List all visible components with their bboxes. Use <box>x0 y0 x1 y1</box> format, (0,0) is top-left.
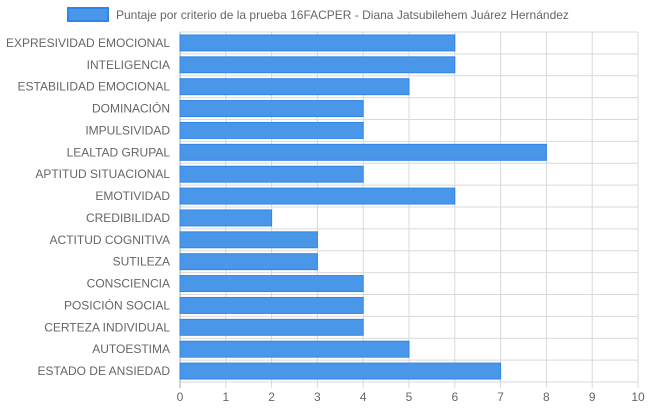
bar[interactable] <box>179 275 364 293</box>
x-tick-label: 0 <box>177 390 184 404</box>
bar[interactable] <box>179 296 364 314</box>
category-label: CREDIBILIDAD <box>86 211 170 225</box>
bar[interactable] <box>179 56 456 74</box>
x-tick-label: 1 <box>222 390 229 404</box>
x-tick-label: 4 <box>360 390 367 404</box>
bar[interactable] <box>179 209 273 227</box>
bar[interactable] <box>179 340 410 358</box>
legend[interactable]: Puntaje por criterio de la prueba 16FACP… <box>67 7 569 22</box>
x-tick-label: 7 <box>497 390 504 404</box>
category-label: ESTABILIDAD EMOCIONAL <box>18 80 171 94</box>
category-label: DOMINACIÓN <box>92 101 170 116</box>
category-label: ESTADO DE ANSIEDAD <box>38 364 171 378</box>
category-label: AUTOESTIMA <box>92 342 170 356</box>
x-tick-label: 2 <box>268 390 275 404</box>
bar[interactable] <box>179 121 364 139</box>
category-label: CONSCIENCIA <box>87 277 170 291</box>
category-label: CERTEZA INDIVIDUAL <box>44 320 170 334</box>
x-tick-label: 3 <box>314 390 321 404</box>
bar[interactable] <box>179 100 364 118</box>
category-label: INTELIGENCIA <box>87 58 170 72</box>
category-label: LEALTAD GRUPAL <box>67 145 171 159</box>
bar[interactable] <box>179 362 502 380</box>
bar[interactable] <box>179 78 410 96</box>
category-label: IMPULSIVIDAD <box>85 123 170 137</box>
category-labels: EXPRESIVIDAD EMOCIONAL INTELIGENCIA ESTABI… <box>6 36 170 378</box>
bar[interactable] <box>179 187 456 205</box>
x-tick-label: 5 <box>406 390 413 404</box>
bar[interactable] <box>179 253 318 271</box>
bar[interactable] <box>179 143 547 161</box>
category-label: POSICIÓN SOCIAL <box>64 297 170 312</box>
x-tick-label: 10 <box>631 390 645 404</box>
legend-swatch <box>67 7 109 22</box>
category-label: APTITUD SITUACIONAL <box>35 167 170 181</box>
bar[interactable] <box>179 34 456 52</box>
x-tick-label: 6 <box>451 390 458 404</box>
category-label: ACTITUD COGNITIVA <box>50 233 170 247</box>
bars <box>179 34 547 380</box>
x-axis-tick-labels: 0 1 2 3 4 5 6 7 8 9 10 <box>177 390 645 404</box>
bar[interactable] <box>179 231 318 249</box>
category-label: EMOTIVIDAD <box>95 189 170 203</box>
category-label: SUTILEZA <box>113 255 170 269</box>
legend-label: Puntaje por criterio de la prueba 16FACP… <box>116 8 569 22</box>
category-label: EXPRESIVIDAD EMOCIONAL <box>6 36 170 50</box>
bar[interactable] <box>179 165 364 183</box>
x-tick-label: 9 <box>589 390 596 404</box>
x-tick-label: 8 <box>543 390 550 404</box>
bar[interactable] <box>179 318 364 336</box>
